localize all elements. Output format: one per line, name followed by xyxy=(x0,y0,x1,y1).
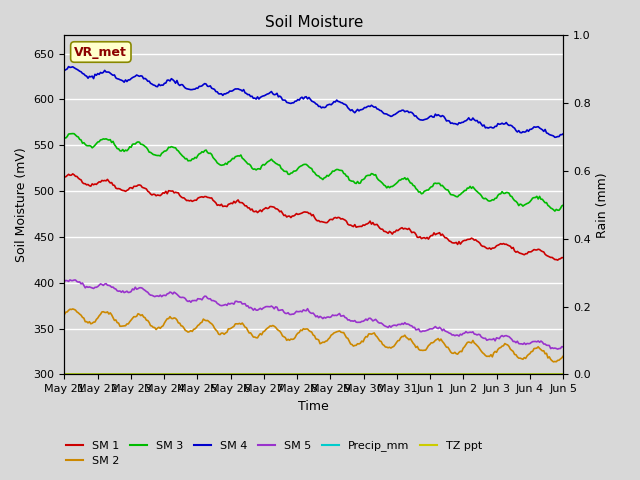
X-axis label: Time: Time xyxy=(298,400,329,413)
Legend: SM 1, SM 2, SM 3, SM 4, SM 5, Precip_mm, TZ ppt: SM 1, SM 2, SM 3, SM 4, SM 5, Precip_mm,… xyxy=(61,436,486,470)
Text: VR_met: VR_met xyxy=(74,46,127,59)
Y-axis label: Rain (mm): Rain (mm) xyxy=(596,172,609,238)
Title: Soil Moisture: Soil Moisture xyxy=(264,15,363,30)
Y-axis label: Soil Moisture (mV): Soil Moisture (mV) xyxy=(15,147,28,262)
